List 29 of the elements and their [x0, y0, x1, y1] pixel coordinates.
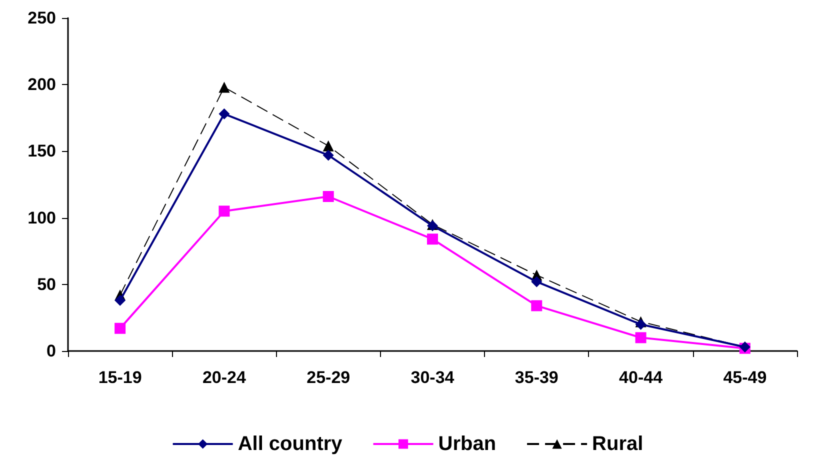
y-tick-label: 0: [46, 342, 56, 360]
y-tick-label: 250: [28, 8, 56, 28]
y-tick-label: 100: [28, 208, 56, 228]
point: [427, 234, 438, 245]
x-tick-label: 15-19: [98, 368, 142, 387]
legend-label: Rural: [592, 433, 644, 455]
point: [635, 332, 646, 344]
point: [218, 108, 230, 120]
point: [218, 82, 230, 93]
y-tick-label: 200: [28, 75, 56, 94]
legend-label: All country: [238, 433, 344, 455]
y-tick-label: 150: [28, 142, 56, 161]
point: [322, 190, 334, 202]
point: [635, 318, 646, 330]
x-tick-label: 25-29: [306, 368, 350, 387]
x-tick-label: 45-49: [723, 368, 767, 387]
point: [218, 206, 230, 217]
point: [114, 322, 126, 334]
y-tick-label: 50: [37, 274, 56, 294]
x-tick-label: 35-39: [514, 368, 558, 387]
point: [114, 294, 126, 306]
point: [531, 276, 542, 288]
x-tick-label: 30-34: [410, 368, 455, 387]
point: [322, 140, 334, 152]
point: [531, 300, 542, 312]
x-tick-label: 40-44: [619, 368, 664, 387]
legend-label: Urban: [438, 433, 496, 455]
point: [322, 150, 334, 161]
x-tick-label: 20-24: [202, 368, 246, 387]
